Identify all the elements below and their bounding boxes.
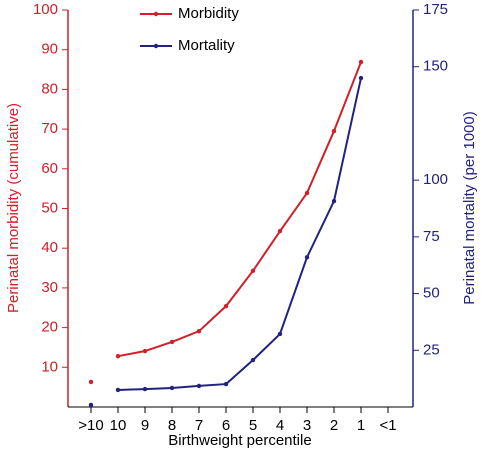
x-tick-label: 10 xyxy=(110,417,127,434)
y2-tick-label: 75 xyxy=(423,228,440,245)
point xyxy=(115,353,121,359)
y-tick-label: 40 xyxy=(41,239,58,256)
y-tick-label: 10 xyxy=(41,358,58,375)
point xyxy=(250,357,256,363)
point xyxy=(115,387,121,393)
point xyxy=(169,385,175,391)
x-tick-label: <1 xyxy=(379,417,396,434)
point xyxy=(331,128,337,134)
y-tick-label: 20 xyxy=(41,319,58,336)
point xyxy=(169,339,175,345)
y-tick-label: 70 xyxy=(41,120,58,137)
y-axis-title: Perinatal morbidity (cumulative) xyxy=(5,103,22,313)
point xyxy=(304,190,310,196)
series-line xyxy=(117,61,362,358)
y-tick-label: 60 xyxy=(41,160,58,177)
y-tick-label: 50 xyxy=(41,199,58,216)
point xyxy=(88,379,94,385)
point xyxy=(277,331,283,337)
y-tick-label: 90 xyxy=(41,41,58,58)
point xyxy=(331,198,337,204)
y2-axis-title: Perinatal mortality (per 1000) xyxy=(461,111,478,304)
x-tick-label: 6 xyxy=(222,417,230,434)
x-tick-label: 9 xyxy=(141,417,149,434)
series-line xyxy=(117,77,362,391)
y-tick-label: 100 xyxy=(33,1,58,18)
y-tick-label: 30 xyxy=(41,279,58,296)
y2-tick-label: 50 xyxy=(423,285,440,302)
point xyxy=(223,381,229,387)
point xyxy=(196,328,202,334)
point xyxy=(358,59,364,65)
y2-tick-label: 175 xyxy=(423,1,448,18)
legend-label: Morbidity xyxy=(178,5,239,22)
x-tick-label: >10 xyxy=(78,417,103,434)
x-tick-label: 5 xyxy=(249,417,257,434)
point xyxy=(142,348,148,354)
x-tick-label: 8 xyxy=(168,417,176,434)
point xyxy=(250,268,256,274)
point xyxy=(223,303,229,309)
x-tick-label: 1 xyxy=(357,417,365,434)
legend-dot xyxy=(153,11,159,17)
y2-tick-label: 150 xyxy=(423,58,448,75)
legend-dot xyxy=(153,43,159,49)
point xyxy=(142,386,148,392)
point xyxy=(358,75,364,81)
x-tick-label: 4 xyxy=(276,417,284,434)
x-axis-title: Birthweight percentile xyxy=(168,432,311,449)
y2-tick-label: 25 xyxy=(423,341,440,358)
point xyxy=(88,402,94,408)
point xyxy=(196,383,202,389)
point xyxy=(277,228,283,234)
y2-tick-label: 100 xyxy=(423,171,448,188)
x-tick-label: 7 xyxy=(195,417,203,434)
x-tick-label: 2 xyxy=(330,417,338,434)
y-tick-label: 80 xyxy=(41,80,58,97)
point xyxy=(304,255,310,260)
x-tick-label: 3 xyxy=(303,417,311,434)
legend-label: Mortality xyxy=(178,37,235,54)
